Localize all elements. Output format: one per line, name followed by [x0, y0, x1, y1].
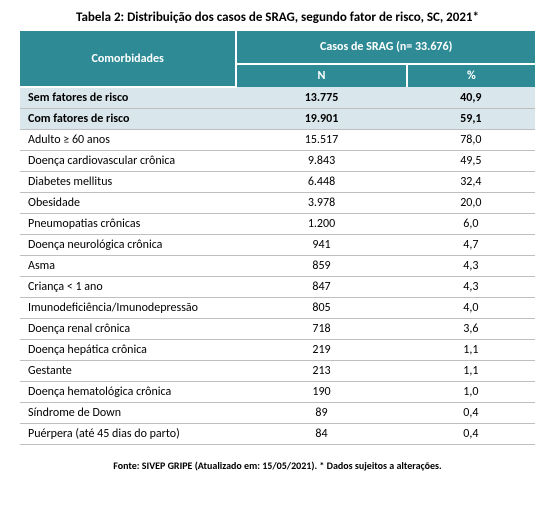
cell-n: 3.978 — [236, 193, 406, 214]
cell-n: 941 — [236, 235, 406, 256]
cell-n: 219 — [236, 340, 406, 361]
cell-n: 190 — [236, 382, 406, 403]
cell-n: 84 — [236, 424, 406, 445]
cell-label: Obesidade — [20, 193, 236, 214]
cell-label: Puérpera (até 45 dias do parto) — [20, 424, 236, 445]
cell-pct: 1,1 — [407, 340, 535, 361]
cell-n: 13.775 — [236, 87, 406, 109]
table-row: Doença hepática crônica2191,1 — [20, 340, 535, 361]
cell-n: 859 — [236, 256, 406, 277]
cell-pct: 20,0 — [407, 193, 535, 214]
cell-n: 89 — [236, 403, 406, 424]
cell-n: 15.517 — [236, 130, 406, 151]
table-row: Puérpera (até 45 dias do parto)840,4 — [20, 424, 535, 445]
cell-pct: 1,0 — [407, 382, 535, 403]
col-header-pct: % — [407, 64, 535, 87]
cell-n: 9.843 — [236, 151, 406, 172]
cell-pct: 1,1 — [407, 361, 535, 382]
data-table: Comorbidades Casos de SRAG (n= 33.676) N… — [20, 31, 535, 445]
cell-label: Síndrome de Down — [20, 403, 236, 424]
cell-n: 6.448 — [236, 172, 406, 193]
cell-pct: 4,3 — [407, 256, 535, 277]
cell-label: Imunodeficiência/Imunodepressão — [20, 298, 236, 319]
cell-label: Com fatores de risco — [20, 109, 236, 130]
col-header-n: N — [236, 64, 406, 87]
cell-pct: 49,5 — [407, 151, 535, 172]
cell-pct: 40,9 — [407, 87, 535, 109]
cell-label: Pneumopatias crônicas — [20, 214, 236, 235]
cell-n: 718 — [236, 319, 406, 340]
cell-n: 1.200 — [236, 214, 406, 235]
cell-label: Adulto ≥ 60 anos — [20, 130, 236, 151]
cell-pct: 4,3 — [407, 277, 535, 298]
table-row: Com fatores de risco19.90159,1 — [20, 109, 535, 130]
cell-label: Criança < 1 ano — [20, 277, 236, 298]
cell-pct: 3,6 — [407, 319, 535, 340]
table-row: Doença neurológica crônica9414,7 — [20, 235, 535, 256]
table-row: Diabetes mellitus6.44832,4 — [20, 172, 535, 193]
table-row: Gestante2131,1 — [20, 361, 535, 382]
cell-pct: 4,7 — [407, 235, 535, 256]
table-row: Asma8594,3 — [20, 256, 535, 277]
col-header-cases: Casos de SRAG (n= 33.676) — [236, 31, 535, 64]
cell-n: 213 — [236, 361, 406, 382]
col-header-comorbidities: Comorbidades — [20, 31, 236, 87]
cell-pct: 4,0 — [407, 298, 535, 319]
cell-n: 847 — [236, 277, 406, 298]
cell-label: Doença renal crônica — [20, 319, 236, 340]
table-row: Doença cardiovascular crônica9.84349,5 — [20, 151, 535, 172]
cell-label: Asma — [20, 256, 236, 277]
cell-pct: 6,0 — [407, 214, 535, 235]
cell-label: Doença neurológica crônica — [20, 235, 236, 256]
cell-label: Doença hematológica crônica — [20, 382, 236, 403]
cell-label: Doença hepática crônica — [20, 340, 236, 361]
table-row: Doença hematológica crônica1901,0 — [20, 382, 535, 403]
cell-pct: 59,1 — [407, 109, 535, 130]
cell-label: Sem fatores de risco — [20, 87, 236, 109]
table-row: Sem fatores de risco13.77540,9 — [20, 87, 535, 109]
table-footnote: Fonte: SIVEP GRIPE (Atualizado em: 15/05… — [20, 459, 535, 472]
cell-pct: 32,4 — [407, 172, 535, 193]
table-row: Criança < 1 ano8474,3 — [20, 277, 535, 298]
cell-pct: 78,0 — [407, 130, 535, 151]
cell-pct: 0,4 — [407, 424, 535, 445]
table-row: Obesidade3.97820,0 — [20, 193, 535, 214]
cell-pct: 0,4 — [407, 403, 535, 424]
table-title: Tabela 2: Distribuição dos casos de SRAG… — [20, 10, 535, 25]
cell-n: 19.901 — [236, 109, 406, 130]
cell-label: Doença cardiovascular crônica — [20, 151, 236, 172]
cell-label: Gestante — [20, 361, 236, 382]
cell-n: 805 — [236, 298, 406, 319]
cell-label: Diabetes mellitus — [20, 172, 236, 193]
table-row: Pneumopatias crônicas1.2006,0 — [20, 214, 535, 235]
table-row: Adulto ≥ 60 anos15.51778,0 — [20, 130, 535, 151]
table-row: Imunodeficiência/Imunodepressão8054,0 — [20, 298, 535, 319]
table-row: Síndrome de Down890,4 — [20, 403, 535, 424]
table-row: Doença renal crônica7183,6 — [20, 319, 535, 340]
